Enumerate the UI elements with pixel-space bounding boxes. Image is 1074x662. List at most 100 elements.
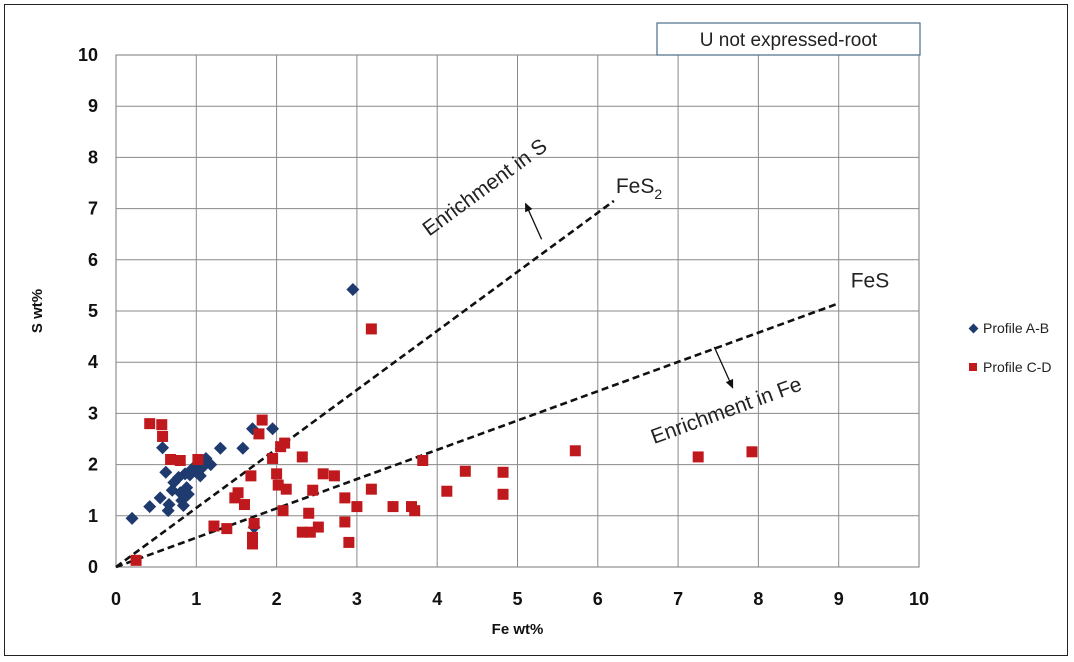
profile-cd-point: [296, 451, 308, 463]
fes-label-main: FeS: [851, 269, 890, 292]
x-tick-label: 10: [909, 589, 929, 609]
legend-item-profile-cd: Profile C-D: [969, 359, 1051, 375]
profile-cd-point: [165, 453, 177, 465]
y-tick-labels: 0 1 2 3 4 5 6 7 8 9 10: [78, 45, 98, 577]
y-tick-label: 5: [88, 301, 98, 321]
profile-cd-point: [271, 468, 283, 480]
profile-cd-point: [497, 466, 509, 478]
profile-ab-point: [346, 282, 360, 296]
legend-label-profile-ab: Profile A-B: [983, 320, 1049, 336]
reference-lines: [115, 199, 840, 569]
profile-cd-point: [497, 488, 509, 500]
profile-ab-point: [236, 441, 250, 455]
profile-ab-point: [204, 458, 218, 472]
fes-line-label: FeS: [851, 269, 890, 292]
x-tick-label: 6: [593, 589, 603, 609]
fes2-reference-line: [115, 199, 615, 569]
x-tick-label: 2: [272, 589, 282, 609]
profile-cd-point: [277, 505, 289, 517]
profile-cd-point: [339, 492, 351, 504]
x-tick-label: 8: [753, 589, 763, 609]
profile-cd-point: [317, 468, 329, 480]
y-tick-label: 7: [88, 199, 98, 219]
y-tick-label: 8: [88, 147, 98, 167]
x-tick-label: 3: [352, 589, 362, 609]
fes2-label-subscript: 2: [654, 186, 662, 202]
chart-title-border: [656, 22, 921, 56]
profile-cd-point: [253, 428, 265, 440]
profile-cd-point: [459, 465, 471, 477]
x-tick-label: 7: [673, 589, 683, 609]
profile-cd-point: [417, 455, 429, 467]
profile-cd-point: [692, 451, 704, 463]
profile-cd-point: [351, 501, 363, 513]
profile-cd-point: [192, 453, 204, 465]
x-tick-label: 1: [191, 589, 201, 609]
profile-cd-point: [304, 526, 316, 538]
profile-cd-point: [441, 485, 453, 497]
profile-cd-point: [569, 445, 581, 457]
chart-title: U not expressed-root: [700, 30, 878, 51]
legend-marker-profile-cd: [969, 363, 977, 371]
profile-cd-point: [247, 538, 259, 550]
profile-cd-point: [365, 323, 377, 335]
profile-cd-point: [746, 446, 758, 458]
profile-ab-point: [159, 465, 173, 479]
x-tick-label: 0: [111, 589, 121, 609]
fes2-line-label: FeS2: [616, 175, 663, 202]
enrichment-s-arrow: [524, 202, 543, 240]
legend-item-profile-ab: Profile A-B: [968, 320, 1049, 336]
profile-ab-point: [125, 511, 139, 525]
y-tick-label: 0: [88, 557, 98, 577]
profile-cd-point: [247, 531, 259, 543]
profile-ab-point: [162, 498, 176, 512]
x-tick-label: 5: [512, 589, 522, 609]
legend-label-profile-cd: Profile C-D: [983, 359, 1051, 375]
fes-reference-line: [115, 302, 840, 569]
x-axis-title: Fe wt%: [492, 621, 544, 638]
y-tick-label: 6: [88, 250, 98, 270]
profile-cd-point: [248, 517, 260, 529]
profile-cd-point: [238, 499, 250, 511]
profile-cd-point: [409, 505, 421, 517]
data-points: [125, 282, 758, 566]
profile-cd-point: [144, 418, 156, 430]
profile-ab-point: [156, 441, 170, 455]
profile-cd-point: [365, 483, 377, 495]
profile-cd-point: [157, 430, 169, 442]
profile-ab-point: [153, 491, 167, 505]
profile-cd-point: [280, 483, 292, 495]
profile-ab-point: [176, 499, 190, 513]
y-tick-label: 4: [88, 352, 98, 372]
profile-ab-point: [143, 500, 157, 514]
profile-cd-point: [208, 520, 220, 532]
profile-cd-point: [267, 452, 279, 464]
profile-cd-point: [156, 419, 168, 431]
profile-cd-point: [296, 526, 308, 538]
reference-line-labels: FeS2 FeS: [616, 175, 889, 292]
profile-cd-point: [343, 536, 355, 548]
profile-cd-point: [245, 470, 257, 482]
legend-marker-profile-ab: [968, 323, 979, 334]
profile-cd-point: [232, 487, 244, 499]
profile-cd-point: [256, 414, 268, 426]
y-tick-label: 10: [78, 45, 98, 65]
y-tick-label: 2: [88, 455, 98, 475]
profile-ab-point: [266, 422, 280, 436]
chart-title-box: U not expressed-root: [656, 22, 921, 56]
y-axis-title: S wt%: [29, 289, 46, 333]
y-tick-label: 9: [88, 96, 98, 116]
legend: Profile A-B Profile C-D: [968, 320, 1051, 375]
x-tick-label: 9: [834, 589, 844, 609]
profile-cd-point: [272, 479, 284, 491]
profile-ab-point: [181, 487, 195, 501]
profile-cd-point: [174, 455, 186, 467]
grid: [115, 54, 920, 568]
profile-cd-point: [307, 484, 319, 496]
y-tick-label: 1: [88, 506, 98, 526]
profile-ab-point: [246, 422, 260, 436]
profile-cd-point: [279, 437, 291, 449]
fes2-label-main: FeS: [616, 175, 655, 198]
enrichment-fe-arrow: [713, 346, 734, 389]
